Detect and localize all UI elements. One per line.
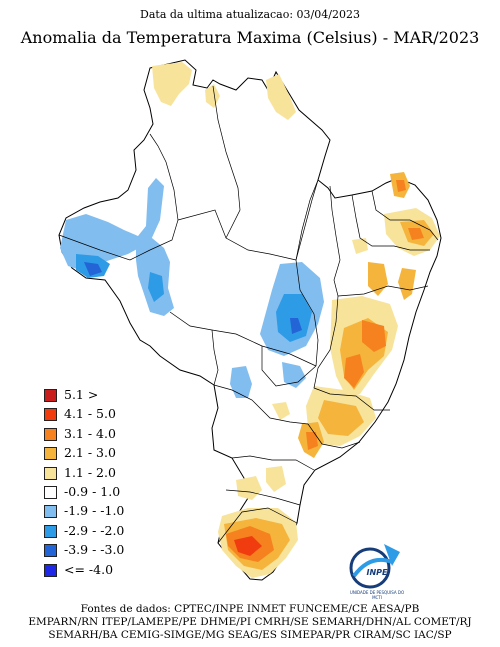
anomaly-area-para-north bbox=[205, 84, 220, 108]
sources-line-1: Fontes de dados: CPTEC/INPE INMET FUNCEM… bbox=[80, 603, 420, 615]
anomaly-area-rondonia-cold bbox=[148, 272, 164, 302]
legend-swatch bbox=[44, 563, 57, 577]
anomaly-area-ms bbox=[230, 366, 252, 398]
legend-swatch bbox=[44, 524, 57, 538]
anomaly-area-pernambuco bbox=[352, 238, 368, 254]
anomaly-area-tocantins bbox=[282, 362, 306, 388]
brazil-anomaly-map bbox=[58, 59, 442, 581]
anomaly-area-minas-south-warm bbox=[318, 400, 364, 436]
legend-swatch bbox=[44, 427, 57, 441]
update-date-text: Data da ultima atualizacao: 03/04/2023 bbox=[140, 8, 360, 21]
inpe-logo: INPE UNIDADE DE PESQUISA DO MCTI bbox=[348, 540, 406, 602]
anomaly-area-sao-paulo-hot bbox=[306, 432, 318, 450]
sources-line-3: SEMARH/BA CEMIG-SIMGE/MG SEAG/ES SIMEPAR… bbox=[48, 629, 452, 641]
anomaly-area-paraiba-hot bbox=[408, 228, 424, 240]
legend-label: 1.1 - 2.0 bbox=[64, 464, 116, 480]
anomaly-area-ceara-hot bbox=[396, 180, 406, 192]
anomaly-area-parana bbox=[266, 466, 286, 492]
map-title: Anomalia da Temperatura Maxima (Celsius)… bbox=[20, 28, 480, 47]
legend-label: -2.9 - -2.0 bbox=[64, 522, 125, 538]
inpe-logo-caption: UNIDADE DE PESQUISA DO MCTI bbox=[349, 590, 405, 600]
anomaly-area-roraima bbox=[152, 62, 192, 106]
inpe-logo-icon bbox=[349, 544, 400, 589]
anomaly-area-acre-coldest bbox=[84, 262, 102, 276]
anomaly-area-parana-east bbox=[236, 476, 262, 500]
legend-swatch bbox=[44, 505, 57, 519]
legend-swatch bbox=[44, 466, 57, 480]
legend-swatch bbox=[44, 544, 57, 558]
legend-label: 2.1 - 3.0 bbox=[64, 445, 116, 461]
anomaly-area-bahia-hot bbox=[362, 320, 386, 352]
anomaly-area-amapa bbox=[266, 74, 296, 120]
data-sources: Fontes de dados: CPTEC/INPE INMET FUNCEM… bbox=[0, 603, 500, 642]
state-borders bbox=[58, 85, 439, 544]
legend-label: 3.1 - 4.0 bbox=[64, 425, 116, 441]
legend-swatch bbox=[44, 389, 57, 402]
legend-label: 5.1 > bbox=[64, 387, 99, 402]
anomaly-area-minas-hot bbox=[344, 354, 364, 388]
legend-swatch bbox=[44, 408, 57, 422]
legend-swatch bbox=[44, 447, 57, 461]
anomaly-area-mato-grosso-coldest bbox=[290, 318, 302, 334]
legend-label: <= -4.0 bbox=[64, 561, 114, 577]
sources-line-2: EMPARN/RN ITEP/LAMEPE/PE DHME/PI CMRH/SE… bbox=[28, 616, 472, 628]
anomaly-area-goias bbox=[272, 402, 290, 420]
legend-label: -3.9 - -3.0 bbox=[64, 542, 125, 558]
anomaly-area-bahia-east bbox=[398, 268, 416, 300]
legend-swatch bbox=[44, 485, 57, 499]
anomaly-area-rs-hottest bbox=[234, 536, 262, 556]
anomaly-shading bbox=[60, 62, 440, 578]
legend-label: -0.9 - 1.0 bbox=[64, 483, 121, 499]
legend-label: 4.1 - 5.0 bbox=[64, 406, 116, 422]
inpe-logo-text: INPE bbox=[366, 568, 388, 577]
legend-label: -1.9 - -1.0 bbox=[64, 503, 125, 519]
